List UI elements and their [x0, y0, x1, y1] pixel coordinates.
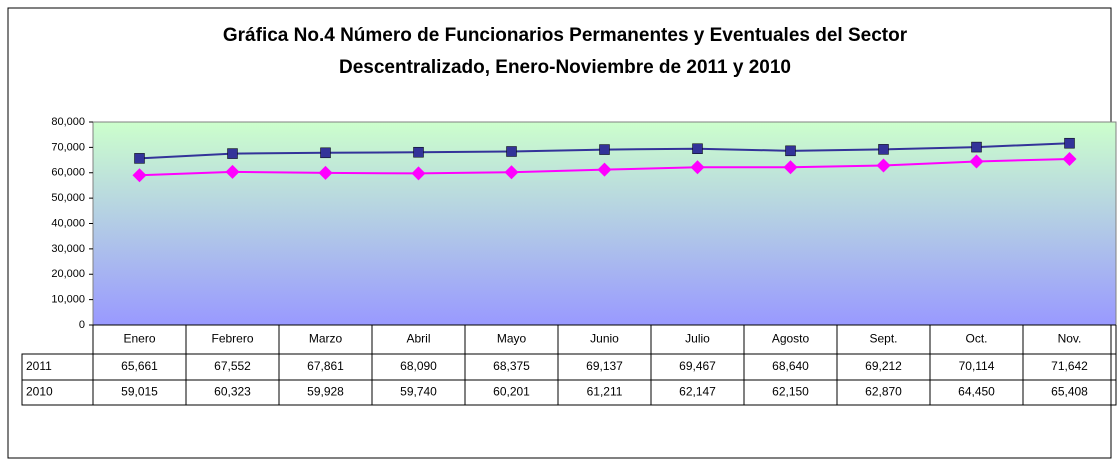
table-value: 62,147 [679, 385, 716, 399]
table-value: 69,467 [679, 359, 716, 373]
marker [318, 165, 333, 180]
x-tick-label: Junio [590, 332, 619, 346]
marker [227, 148, 238, 159]
x-tick-label: Oct. [965, 332, 987, 346]
table-value: 59,015 [121, 385, 158, 399]
marker [134, 153, 145, 164]
marker [969, 154, 984, 169]
table-value: 62,870 [865, 385, 902, 399]
marker [411, 166, 426, 181]
plot-area [92, 121, 1117, 326]
table-value: 60,201 [493, 385, 530, 399]
x-tick-label: Febrero [211, 332, 253, 346]
table-value: 67,861 [307, 359, 344, 373]
chart-title: Gráfica No.4 Número de Funcionarios Perm… [223, 25, 908, 46]
marker [785, 145, 796, 157]
y-tick-label: 0 [79, 319, 85, 331]
marker [971, 141, 982, 153]
x-tick-label: Enero [123, 332, 155, 346]
x-tick-label: Agosto [772, 332, 810, 346]
table-value: 59,740 [400, 385, 437, 399]
y-tick-label: 80,000 [51, 116, 85, 128]
row-label: 2010 [26, 385, 53, 399]
x-tick-label: Nov. [1058, 332, 1082, 346]
table-value: 60,323 [214, 385, 251, 399]
marker [413, 146, 424, 158]
y-tick-label: 50,000 [51, 192, 85, 204]
marker [878, 144, 889, 155]
x-tick-label: Sept. [869, 332, 897, 346]
y-tick-label: 60,000 [51, 167, 85, 179]
y-tick-label: 70,000 [51, 141, 85, 153]
table-value: 70,114 [959, 359, 995, 373]
table-value: 68,090 [400, 359, 437, 373]
table-value: 71,642 [1051, 359, 1088, 373]
x-tick-label: Marzo [309, 332, 343, 346]
marker [876, 158, 891, 173]
table-value: 65,661 [121, 359, 158, 373]
row-label: 2011 [26, 359, 52, 373]
y-tick-label: 40,000 [51, 217, 85, 229]
marker [1064, 137, 1075, 149]
x-tick-label: Mayo [497, 332, 527, 346]
x-tick-label: Abril [406, 332, 430, 346]
table-value: 67,552 [214, 359, 251, 373]
marker [783, 160, 798, 175]
table-value: 65,408 [1051, 385, 1088, 399]
x-tick-label: Julio [685, 332, 710, 346]
marker [225, 164, 240, 179]
marker [320, 147, 331, 159]
marker [1062, 152, 1077, 167]
table-value: 64,450 [958, 385, 995, 399]
chart-title: Descentralizado, Enero-Noviembre de 2011… [339, 57, 791, 78]
table-value: 62,150 [772, 385, 809, 399]
marker [132, 168, 147, 183]
y-tick-label: 20,000 [51, 268, 85, 280]
table-value: 69,212 [865, 359, 902, 373]
table-value: 61,211 [587, 385, 623, 399]
marker [597, 162, 612, 177]
table-value: 68,375 [493, 359, 530, 373]
y-tick-label: 30,000 [51, 243, 85, 255]
marker [599, 144, 610, 155]
marker [506, 146, 517, 157]
table-value: 68,640 [772, 359, 809, 373]
table-value: 69,137 [586, 359, 623, 373]
table-value: 59,928 [307, 385, 344, 399]
marker [692, 143, 703, 154]
marker [690, 160, 705, 175]
y-tick-label: 10,000 [51, 294, 85, 306]
marker [504, 165, 519, 180]
